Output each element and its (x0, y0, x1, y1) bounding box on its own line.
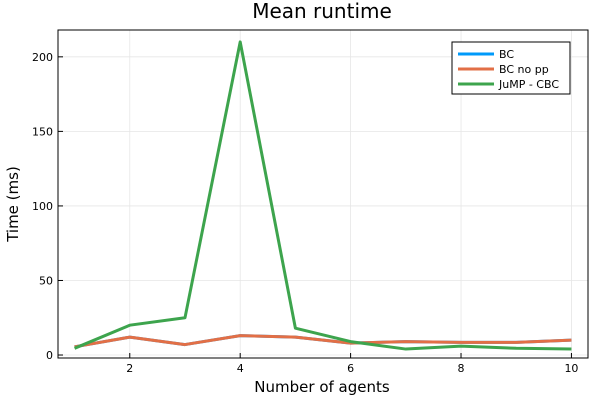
chart-title: Mean runtime (252, 0, 392, 23)
y-tick-label: 0 (46, 349, 53, 362)
x-tick-label: 6 (347, 362, 354, 375)
legend-label-bc: BC (499, 48, 514, 61)
legend-label-bc-no-pp: BC no pp (499, 63, 549, 76)
legend-label-jump-cbc: JuMP - CBC (498, 78, 559, 91)
x-tick-label: 4 (237, 362, 244, 375)
x-axis-title: Number of agents (254, 378, 390, 396)
x-tick-label: 8 (458, 362, 465, 375)
y-tick-label: 150 (32, 125, 53, 138)
series-line-jump-cbc (73, 40, 572, 351)
y-tick-label: 200 (32, 51, 53, 64)
y-tick-label: 50 (39, 274, 53, 287)
series-line-bc-no-pp (74, 334, 572, 349)
x-tick-label: 10 (564, 362, 578, 375)
y-tick-label: 100 (32, 200, 53, 213)
series-lines (73, 40, 572, 351)
x-tick-label: 2 (126, 362, 133, 375)
legend: BC BC no pp JuMP - CBC (451, 41, 571, 95)
plot-frame (57, 29, 589, 359)
y-axis-title: Time (ms) (4, 166, 22, 243)
